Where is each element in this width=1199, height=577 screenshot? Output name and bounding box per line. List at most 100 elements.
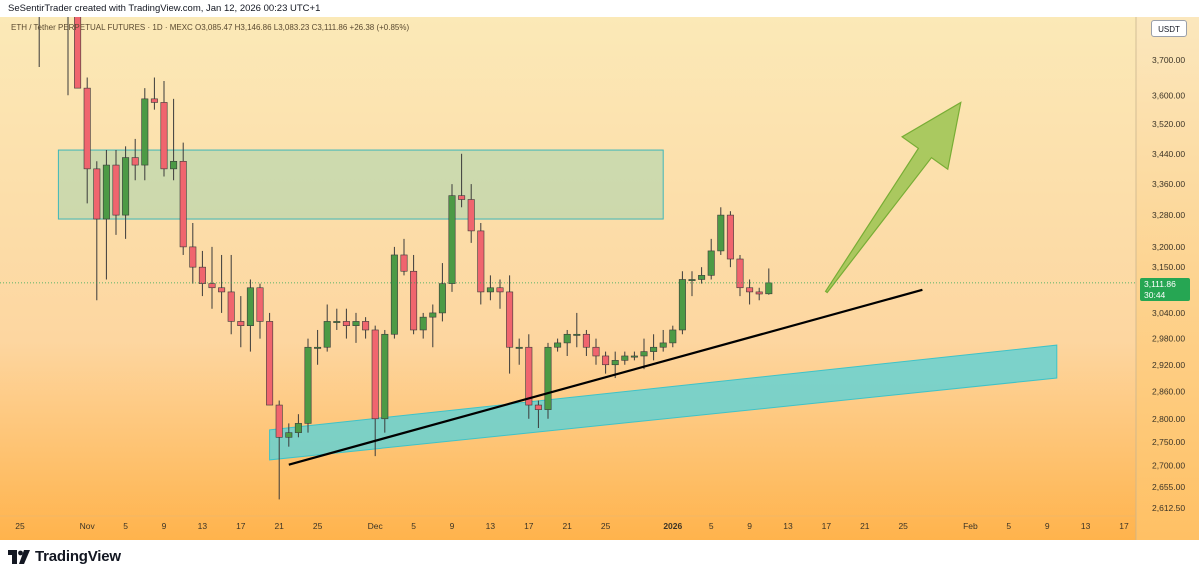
- candle-down: [227, 291, 235, 322]
- last-price-tag: 3,111.86 30:44: [1140, 278, 1190, 301]
- price-axis[interactable]: 3,700.00 3,600.00 3,520.00 3,440.00 3,360.00…: [1152, 55, 1185, 513]
- candle-up: [323, 321, 331, 348]
- candle-down: [534, 404, 542, 410]
- price-chart[interactable]: 3,700.00 3,600.00 3,520.00 3,440.00 3,360.00…: [0, 17, 1199, 540]
- plot-background: [0, 17, 1136, 540]
- candle-up: [304, 346, 312, 424]
- candle-up: [314, 346, 322, 349]
- candle-down: [256, 287, 264, 322]
- time-tick-label: 17: [1119, 521, 1129, 531]
- candle-up: [352, 321, 360, 326]
- candle-down: [400, 254, 408, 272]
- price-tick-label: 3,440.00: [1152, 149, 1185, 159]
- candle-up: [659, 342, 667, 348]
- footer: [0, 540, 1199, 577]
- time-tick-label: 5: [123, 521, 128, 531]
- candle-down: [458, 195, 466, 200]
- candle-up: [246, 287, 254, 326]
- time-tick-label: 5: [709, 521, 714, 531]
- time-tick-label: 21: [274, 521, 284, 531]
- candle-down: [496, 287, 504, 293]
- candle-down: [93, 168, 101, 220]
- candle-down: [218, 287, 226, 293]
- countdown-label: 30:44: [1144, 290, 1166, 300]
- candle-down: [131, 157, 139, 166]
- time-tick-label: 13: [486, 521, 496, 531]
- time-tick-label: 5: [1006, 521, 1011, 531]
- candle-down: [179, 160, 187, 248]
- time-tick-label: 17: [822, 521, 832, 531]
- candle-up: [698, 275, 706, 280]
- candle-up: [381, 333, 389, 420]
- price-tick-label: 3,700.00: [1152, 55, 1185, 65]
- candle-down: [506, 291, 514, 348]
- candle-up: [640, 351, 648, 357]
- candle-down: [112, 164, 120, 216]
- tradingview-logo-icon: [8, 549, 30, 564]
- candle-up: [419, 316, 427, 331]
- candle-down: [237, 321, 245, 326]
- price-tick-label: 3,150.00: [1152, 262, 1185, 272]
- time-tick-label: 9: [450, 521, 455, 531]
- price-tick-label: 2,800.00: [1152, 414, 1185, 424]
- price-tick-label: 3,280.00: [1152, 210, 1185, 220]
- time-tick-label: 25: [898, 521, 908, 531]
- support-channel: [269, 344, 1058, 461]
- tradingview-logo-text: TradingView: [35, 548, 121, 565]
- candle-up: [285, 432, 293, 438]
- drawings-layer: [57, 149, 1058, 461]
- candle-down: [746, 287, 754, 293]
- candle-down: [160, 102, 168, 170]
- time-tick-label: 25: [313, 521, 323, 531]
- support-trendline: [288, 288, 923, 466]
- time-tick-label: 9: [747, 521, 752, 531]
- candle-down: [83, 87, 91, 170]
- bullish-target-arrow: [824, 101, 962, 294]
- time-tick-label: Feb: [963, 521, 978, 531]
- candle-up: [717, 214, 725, 252]
- candle-down: [150, 98, 158, 103]
- candle-up: [707, 250, 715, 276]
- resistance-zone: [57, 149, 664, 220]
- candle-down: [477, 230, 485, 293]
- candle-up: [650, 346, 658, 352]
- candle-down: [275, 404, 283, 438]
- symbol-legend[interactable]: ETH / Tether PERPETUAL FUTURES · 1D · ME…: [11, 23, 410, 32]
- currency-badge[interactable]: USDT: [1151, 20, 1187, 37]
- candle-up: [102, 164, 110, 220]
- price-tick-label: 3,200.00: [1152, 242, 1185, 252]
- time-tick-label: 9: [162, 521, 167, 531]
- price-tick-label: 2,612.50: [1152, 503, 1185, 513]
- candle-up: [515, 346, 523, 349]
- tradingview-logo[interactable]: TradingView: [8, 548, 121, 565]
- candle-down: [602, 355, 610, 366]
- candle-up: [573, 333, 581, 336]
- time-tick-label: 2026: [663, 521, 682, 531]
- candle-down: [410, 270, 418, 331]
- candle-up: [765, 282, 773, 295]
- candle-down: [467, 199, 475, 232]
- candle-up: [688, 279, 696, 281]
- candles-layer: [38, 17, 773, 500]
- time-tick-label: 17: [236, 521, 246, 531]
- price-tick-label: 3,360.00: [1152, 179, 1185, 189]
- candle-up: [678, 279, 686, 331]
- time-tick-label: 25: [15, 521, 25, 531]
- time-tick-label: Dec: [368, 521, 384, 531]
- candle-up: [563, 333, 571, 344]
- price-tick-label: 3,520.00: [1152, 119, 1185, 129]
- candle-down: [726, 214, 734, 260]
- time-axis[interactable]: 25 Nov 5 9 13 17 21 25 Dec 5 9 13 17 21 25 2026 5 9 13 17 21…: [15, 521, 1129, 531]
- candle-down: [189, 246, 197, 268]
- time-tick-label: Nov: [80, 521, 96, 531]
- candle-up: [621, 355, 629, 361]
- candle-down: [582, 333, 590, 348]
- price-tick-label: 2,700.00: [1152, 461, 1185, 471]
- candle-down: [266, 321, 274, 406]
- price-tick-label: 2,920.00: [1152, 360, 1185, 370]
- candle-up: [429, 312, 437, 318]
- price-tick-label: 2,750.00: [1152, 437, 1185, 447]
- candle-down: [736, 258, 744, 289]
- candle-down: [525, 346, 533, 406]
- last-price-label: 3,111.86: [1144, 279, 1176, 289]
